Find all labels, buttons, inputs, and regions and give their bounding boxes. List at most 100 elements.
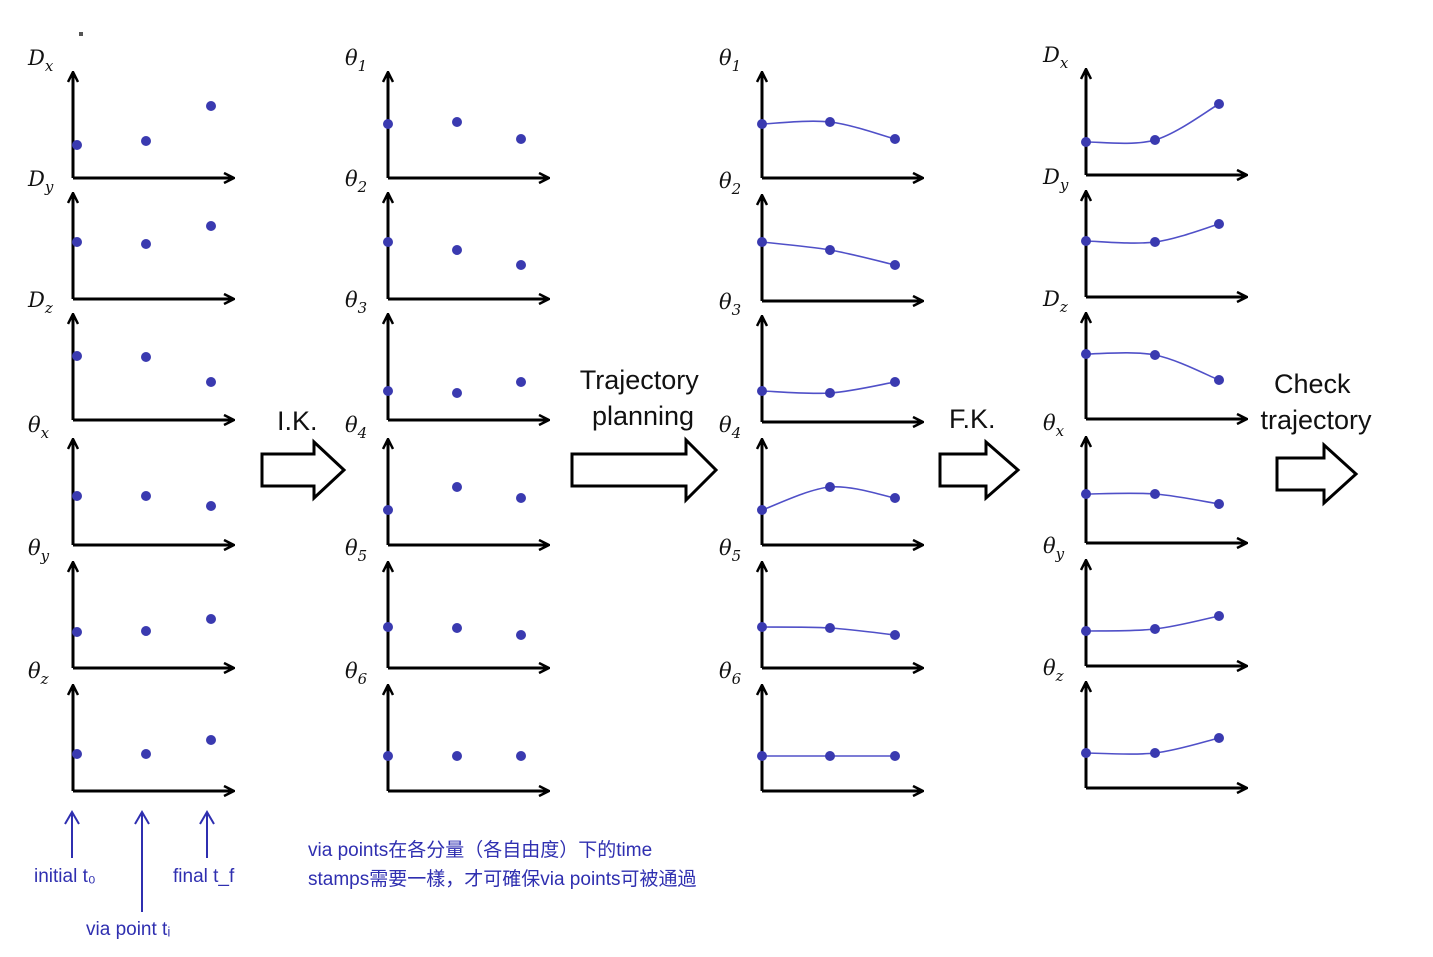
cartesian-trajectories-plot: Dy bbox=[1042, 165, 1246, 297]
via-point bbox=[516, 134, 526, 144]
via-point bbox=[1214, 499, 1224, 509]
via-point bbox=[516, 377, 526, 387]
cartesian-points-column: Dx Dy Dz θx θy θz bbox=[27, 46, 233, 791]
cartesian-trajectories-plot: θy bbox=[1043, 534, 1246, 666]
trajectory-planning-label-line1: Trajectory bbox=[580, 365, 700, 395]
joint-points-plot: θ4 bbox=[345, 413, 548, 545]
via-point bbox=[516, 493, 526, 503]
via-point bbox=[1081, 748, 1091, 758]
via-point bbox=[1214, 611, 1224, 621]
axis-label: θx bbox=[1043, 411, 1065, 440]
via-point bbox=[1081, 137, 1091, 147]
via-point bbox=[72, 491, 82, 501]
via-point bbox=[141, 626, 151, 636]
joint-trajectories-plot: θ4 bbox=[719, 413, 922, 545]
via-time-label: via point tᵢ bbox=[86, 919, 170, 940]
check-trajectory-label-line1: Check bbox=[1274, 369, 1351, 399]
axis-label: θ2 bbox=[719, 169, 741, 198]
via-point bbox=[72, 237, 82, 247]
via-point bbox=[1214, 375, 1224, 385]
via-point bbox=[72, 140, 82, 150]
via-point bbox=[452, 388, 462, 398]
via-point bbox=[452, 623, 462, 633]
via-point bbox=[1150, 624, 1160, 634]
joint-points-plot: θ1 bbox=[345, 46, 548, 178]
via-point bbox=[1214, 733, 1224, 743]
axis-label: θ4 bbox=[345, 413, 367, 442]
via-point bbox=[890, 260, 900, 270]
check-trajectory-arrow-shape bbox=[1275, 441, 1359, 507]
trajectory-planning-label: Trajectory planning bbox=[580, 365, 707, 431]
cartesian-trajectories-plot: θz bbox=[1043, 656, 1246, 788]
ik-arrow: I.K. bbox=[260, 406, 347, 502]
axis-label: θy bbox=[1043, 534, 1065, 563]
via-point bbox=[825, 388, 835, 398]
via-point bbox=[206, 221, 216, 231]
via-point bbox=[206, 501, 216, 511]
via-point bbox=[1150, 237, 1160, 247]
axis-label: θy bbox=[28, 536, 50, 565]
via-point bbox=[452, 751, 462, 761]
via-point bbox=[1081, 626, 1091, 636]
cartesian-points-plot: Dy bbox=[27, 167, 233, 299]
via-point bbox=[206, 101, 216, 111]
corner-mark bbox=[79, 32, 83, 36]
cartesian-trajectories-column: Dx Dy Dz θx θy θz bbox=[1042, 43, 1246, 788]
axis-label: Dx bbox=[27, 46, 54, 75]
via-point bbox=[825, 751, 835, 761]
axis-label: θ5 bbox=[345, 536, 367, 565]
via-point bbox=[452, 245, 462, 255]
via-point bbox=[383, 237, 393, 247]
joint-trajectories-column: θ1 θ2 θ3 θ4 θ5 θ6 bbox=[719, 46, 922, 791]
axis-label: θz bbox=[1043, 656, 1064, 685]
via-point bbox=[1214, 99, 1224, 109]
via-point bbox=[757, 505, 767, 515]
via-point bbox=[141, 749, 151, 759]
joint-trajectories-plot: θ2 bbox=[719, 169, 922, 301]
cartesian-points-plot: θz bbox=[28, 659, 233, 791]
ik-label: I.K. bbox=[277, 406, 318, 436]
via-point bbox=[1081, 349, 1091, 359]
note-line-2: stamps需要一樣，才可確保via points可被通過 bbox=[308, 868, 697, 890]
via-point bbox=[757, 237, 767, 247]
via-point bbox=[516, 751, 526, 761]
check-trajectory-label: Check trajectory bbox=[1260, 369, 1372, 435]
via-point bbox=[206, 614, 216, 624]
cartesian-trajectories-plot: Dx bbox=[1042, 43, 1246, 175]
joint-points-plot: θ5 bbox=[345, 536, 548, 668]
via-point bbox=[383, 386, 393, 396]
axis-label: θ6 bbox=[719, 659, 742, 688]
final-time-label: final t_f bbox=[173, 866, 235, 887]
via-point bbox=[1150, 135, 1160, 145]
via-point bbox=[757, 119, 767, 129]
via-point bbox=[516, 630, 526, 640]
via-point bbox=[825, 245, 835, 255]
fk-label: F.K. bbox=[949, 404, 996, 434]
axis-label: θ3 bbox=[345, 288, 367, 317]
via-point bbox=[72, 351, 82, 361]
via-point bbox=[890, 377, 900, 387]
axis-label: θ5 bbox=[719, 536, 741, 565]
via-point bbox=[757, 751, 767, 761]
axis-label: Dx bbox=[1042, 43, 1069, 72]
via-point bbox=[825, 117, 835, 127]
plot-grid: Dx Dy Dz θx θy θz θ1 θ2 θ3 θ4 θ5 θ6 θ1 θ2 θ3 θ4 θ5 θ6 Dx Dy… bbox=[27, 43, 1246, 791]
final-time-arrowhead bbox=[199, 810, 215, 825]
fk-arrow-shape bbox=[938, 438, 1021, 502]
trajectory-planning-arrow-shape bbox=[570, 436, 719, 504]
via-point bbox=[383, 119, 393, 129]
note-line-1: via points在各分量（各自由度）下的time bbox=[308, 839, 652, 861]
joint-trajectories-plot: θ5 bbox=[719, 536, 922, 668]
via-point bbox=[141, 491, 151, 501]
via-point bbox=[206, 735, 216, 745]
check-trajectory-arrow: Check trajectory bbox=[1260, 369, 1372, 507]
via-point bbox=[72, 749, 82, 759]
cartesian-points-plot: θx bbox=[28, 413, 233, 545]
via-point bbox=[141, 239, 151, 249]
joint-points-column: θ1 θ2 θ3 θ4 θ5 θ6 bbox=[345, 46, 548, 791]
via-point bbox=[890, 630, 900, 640]
via-point bbox=[890, 751, 900, 761]
via-point bbox=[757, 622, 767, 632]
axis-label: θz bbox=[28, 659, 49, 688]
